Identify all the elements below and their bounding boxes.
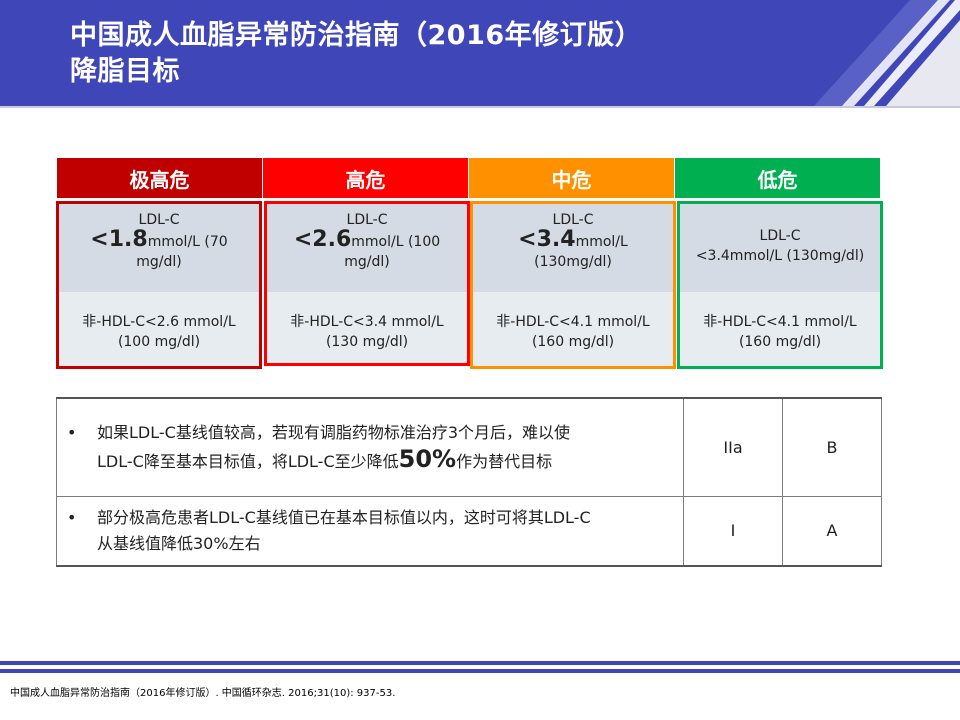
nonhdl-target: 非-HDL-C<3.4 mmol/L (130 mg/dl) (267, 292, 467, 363)
ldl-unit-2: mg/dl) (136, 254, 182, 270)
footer-rule-2 (0, 669, 960, 673)
citation: 中国成人血脂异常防治指南（2016年修订版）. 中国循环杂志. 2016;31(… (10, 688, 396, 699)
risk-header-medium: 中危 (469, 158, 674, 198)
ldl-value: 1.8 (108, 227, 148, 252)
nonhdl-line-2: (160 mg/dl) (738, 334, 822, 350)
percent-highlight: 50% (398, 444, 457, 473)
ldl-label: LDL-C (759, 228, 801, 244)
bullet: • (67, 507, 77, 527)
bullet: • (67, 422, 77, 442)
nonhdl-line-1: 非-HDL-C<4.1 mmol/L (703, 314, 857, 330)
nonhdl-line-1: 非-HDL-C<2.6 mmol/L (82, 314, 236, 330)
risk-header-low: 低危 (675, 158, 880, 198)
ldl-target: LDL-C <3.4mmol/L (130mg/dl) (473, 204, 673, 292)
ldl-target: LDL-C <2.6mmol/L (100 mg/dl) (267, 204, 467, 292)
ldl-unit-2: (130mg/dl) (534, 254, 612, 270)
ldl-target: LDL-C <1.8mmol/L (70 mg/dl) (59, 204, 259, 292)
decorative-stripes (814, 0, 960, 106)
ldl-prefix: < (518, 227, 537, 252)
text-line-2: 从基线值降低30%左右 (97, 533, 261, 553)
nonhdl-line-2: (160 mg/dl) (531, 334, 615, 350)
ldl-unit: mmol/L (100 (351, 234, 441, 250)
ldl-value-line: <3.4mmol/L (130mg/dl) (695, 248, 865, 264)
ldl-value: 3.4 (536, 227, 576, 252)
text-line-1: 如果LDL-C基线值较高，若现有调脂药物标准治疗3个月后，难以使 (97, 422, 570, 442)
ldl-label: LDL-C (552, 212, 594, 228)
text-line-2-end: 作为替代目标 (456, 451, 553, 471)
risk-header-high: 高危 (263, 158, 468, 198)
text-line-1: 部分极高危患者LDL-C基线值已在基本目标值以内，这时可将其LDL-C (97, 507, 591, 527)
ldl-unit: mmol/L (575, 234, 628, 250)
recommendation-table: • 如果LDL-C基线值较高，若现有调脂药物标准治疗3个月后，难以使 LDL-C… (56, 397, 882, 567)
nonhdl-line-2: (100 mg/dl) (117, 334, 201, 350)
ldl-unit: mmol/L (70 (147, 234, 228, 250)
recommendation-class: IIa (683, 397, 783, 497)
risk-target-low: LDL-C <3.4mmol/L (130mg/dl) 非-HDL-C<4.1 … (677, 201, 883, 369)
risk-target-medium: LDL-C <3.4mmol/L (130mg/dl) 非-HDL-C<4.1 … (470, 201, 676, 369)
recommendation-text: • 如果LDL-C基线值较高，若现有调脂药物标准治疗3个月后，难以使 LDL-C… (56, 397, 684, 497)
nonhdl-line-1: 非-HDL-C<4.1 mmol/L (496, 314, 650, 330)
evidence-level: B (782, 397, 882, 497)
header-banner: 中国成人血脂异常防治指南（2016年修订版） 降脂目标 (0, 0, 960, 106)
nonhdl-target: 非-HDL-C<2.6 mmol/L (100 mg/dl) (59, 292, 259, 366)
footer-rule-1 (0, 661, 960, 665)
page-title: 中国成人血脂异常防治指南（2016年修订版） 降脂目标 (70, 18, 642, 90)
nonhdl-target: 非-HDL-C<4.1 mmol/L (160 mg/dl) (473, 292, 673, 366)
ldl-label: LDL-C (138, 212, 180, 228)
nonhdl-line-2: (130 mg/dl) (325, 334, 409, 350)
ldl-prefix: < (293, 227, 313, 252)
ldl-prefix: < (90, 227, 109, 252)
risk-target-very-high: LDL-C <1.8mmol/L (70 mg/dl) 非-HDL-C<2.6 … (56, 201, 262, 369)
evidence-level: A (782, 495, 882, 567)
title-line-2: 降脂目标 (70, 56, 180, 87)
text-line-2: LDL-C降至基本目标值，将LDL-C至少降低 (97, 451, 399, 471)
risk-header-very-high: 极高危 (57, 158, 262, 198)
recommendation-text: • 部分极高危患者LDL-C基线值已在基本目标值以内，这时可将其LDL-C 从基… (56, 495, 684, 567)
header-divider (0, 106, 960, 108)
recommendation-class: I (683, 495, 783, 567)
nonhdl-line-1: 非-HDL-C<3.4 mmol/L (290, 314, 444, 330)
ldl-label: LDL-C (346, 212, 388, 228)
table-row: • 如果LDL-C基线值较高，若现有调脂药物标准治疗3个月后，难以使 LDL-C… (56, 397, 882, 497)
title-line-1: 中国成人血脂异常防治指南（2016年修订版） (70, 20, 643, 51)
nonhdl-target: 非-HDL-C<4.1 mmol/L (160 mg/dl) (680, 292, 880, 366)
ldl-value: 2.6 (312, 227, 352, 252)
risk-target-high: LDL-C <2.6mmol/L (100 mg/dl) 非-HDL-C<3.4… (264, 201, 470, 366)
ldl-target: LDL-C <3.4mmol/L (130mg/dl) (680, 204, 880, 292)
ldl-unit-2: mg/dl) (344, 254, 390, 270)
table-row: • 部分极高危患者LDL-C基线值已在基本目标值以内，这时可将其LDL-C 从基… (56, 495, 882, 567)
